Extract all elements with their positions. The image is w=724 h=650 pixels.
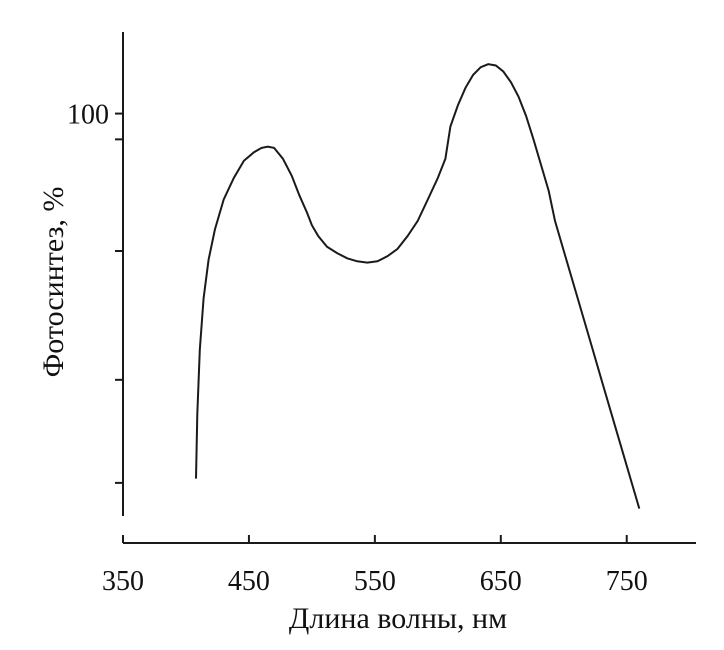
photosynthesis-curve: [195, 63, 641, 509]
y-tick-label: 100: [67, 100, 109, 131]
x-tick-label: 750: [606, 566, 648, 597]
x-tick-label: 550: [354, 566, 396, 597]
x-tick-label: 450: [228, 566, 270, 597]
ticks: 350 450 550 650 750 100: [67, 100, 648, 597]
axes: [122, 32, 696, 544]
labels: Длина волны, нм Фотосинтез, %: [37, 187, 507, 635]
y-axis-title: Фотосинтез, %: [37, 187, 70, 378]
x-axis-title: Длина волны, нм: [289, 602, 507, 635]
x-tick-label: 650: [480, 566, 522, 597]
x-tick-label: 350: [102, 566, 144, 597]
series: [195, 63, 641, 509]
